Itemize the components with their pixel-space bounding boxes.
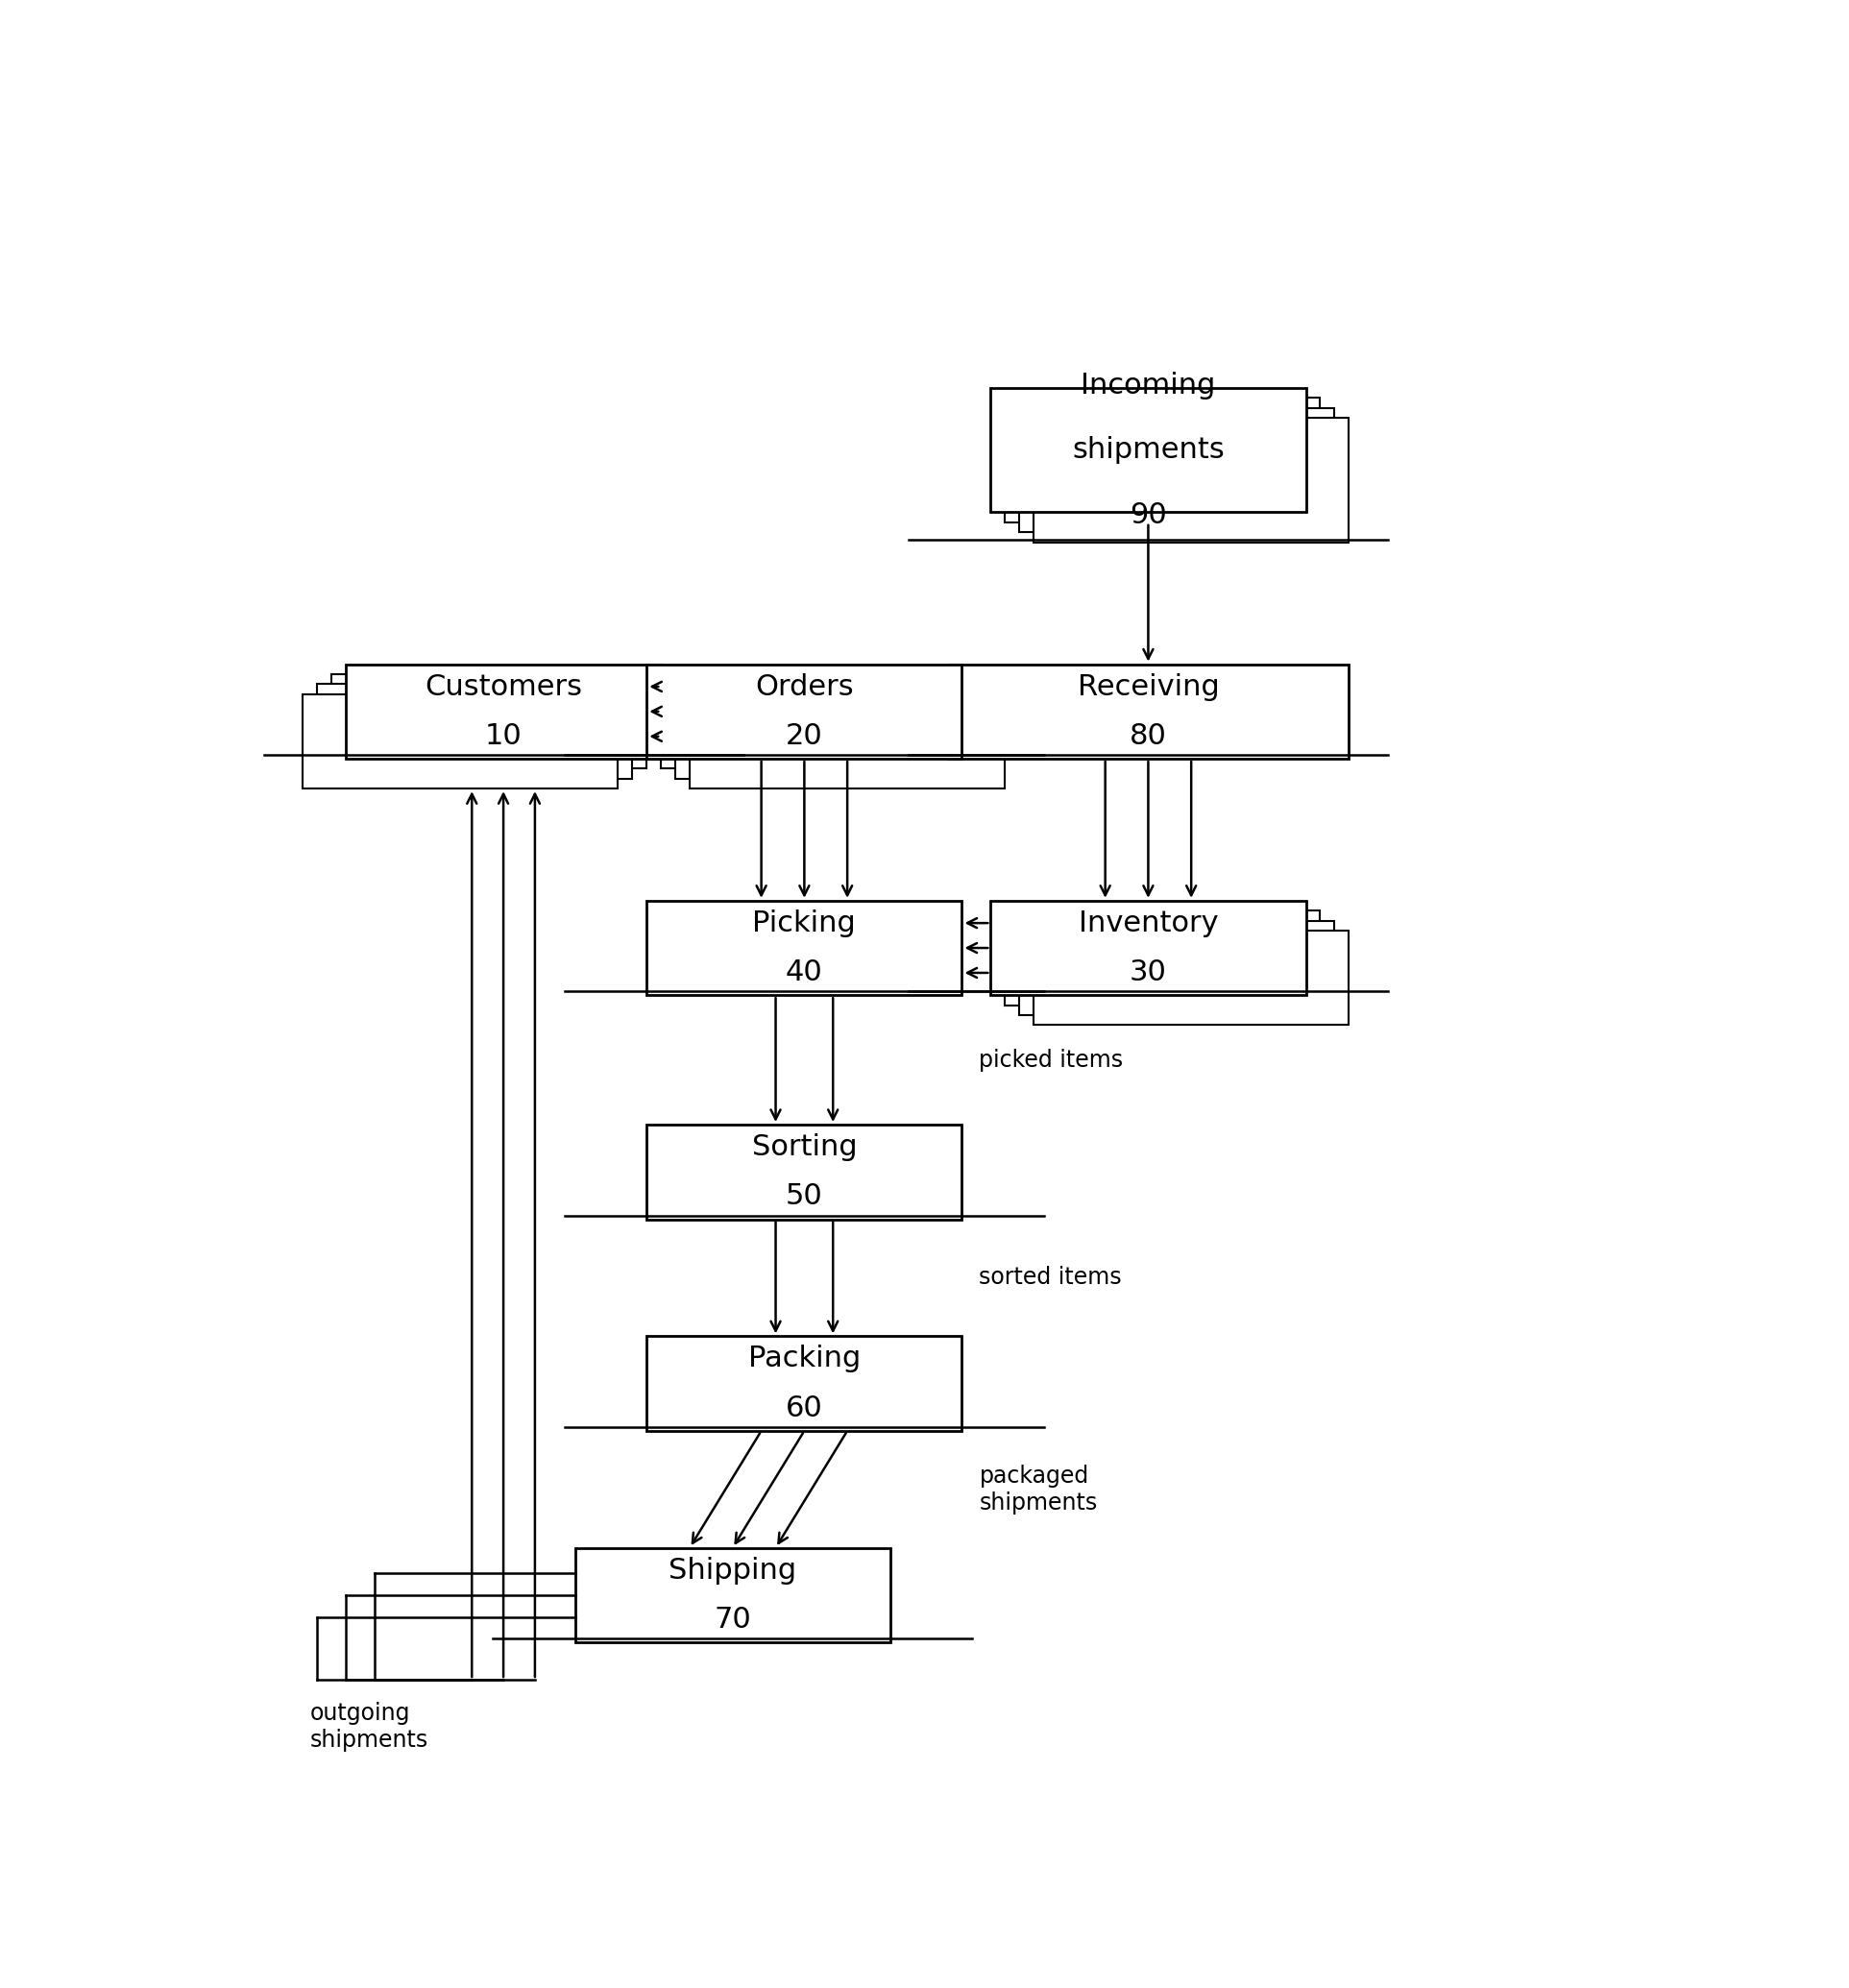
Bar bbox=[690, 694, 1006, 789]
Text: Customers: Customers bbox=[425, 674, 582, 702]
Bar bbox=[662, 674, 976, 769]
Bar bbox=[318, 684, 632, 779]
Bar bbox=[947, 664, 1348, 759]
Bar bbox=[331, 674, 647, 769]
Text: outgoing
shipments: outgoing shipments bbox=[311, 1702, 429, 1751]
Bar bbox=[991, 901, 1305, 996]
Text: Shipping: Shipping bbox=[669, 1557, 797, 1584]
Bar bbox=[1006, 911, 1320, 1006]
Bar bbox=[303, 694, 618, 789]
Text: packaged
shipments: packaged shipments bbox=[980, 1465, 1098, 1515]
Bar bbox=[991, 388, 1305, 513]
Bar bbox=[1034, 417, 1348, 543]
Bar bbox=[346, 664, 662, 759]
Bar bbox=[1019, 408, 1335, 533]
Text: 70: 70 bbox=[714, 1606, 751, 1634]
Text: Inventory: Inventory bbox=[1078, 909, 1218, 936]
Bar bbox=[647, 664, 961, 759]
Bar bbox=[575, 1549, 891, 1642]
Bar bbox=[675, 684, 991, 779]
Text: Packing: Packing bbox=[749, 1346, 860, 1374]
Text: 30: 30 bbox=[1130, 958, 1167, 986]
Bar bbox=[647, 901, 961, 996]
Bar bbox=[1034, 930, 1348, 1026]
Text: Orders: Orders bbox=[754, 674, 854, 702]
Text: shipments: shipments bbox=[1072, 435, 1224, 463]
Text: 20: 20 bbox=[786, 722, 823, 749]
Text: 10: 10 bbox=[484, 722, 521, 749]
Text: Incoming: Incoming bbox=[1082, 372, 1215, 400]
Text: 60: 60 bbox=[786, 1394, 823, 1421]
Bar bbox=[647, 1336, 961, 1431]
Text: sorted items: sorted items bbox=[980, 1266, 1122, 1290]
Text: Receiving: Receiving bbox=[1078, 674, 1218, 702]
Text: Picking: Picking bbox=[753, 909, 856, 936]
Text: 80: 80 bbox=[1130, 722, 1167, 749]
Bar bbox=[1006, 398, 1320, 523]
Bar bbox=[1019, 920, 1335, 1016]
Text: 50: 50 bbox=[786, 1183, 823, 1211]
Text: picked items: picked items bbox=[980, 1048, 1124, 1072]
Text: 40: 40 bbox=[786, 958, 823, 986]
Bar bbox=[647, 1125, 961, 1219]
Text: Sorting: Sorting bbox=[753, 1133, 856, 1161]
Text: 90: 90 bbox=[1130, 501, 1167, 529]
